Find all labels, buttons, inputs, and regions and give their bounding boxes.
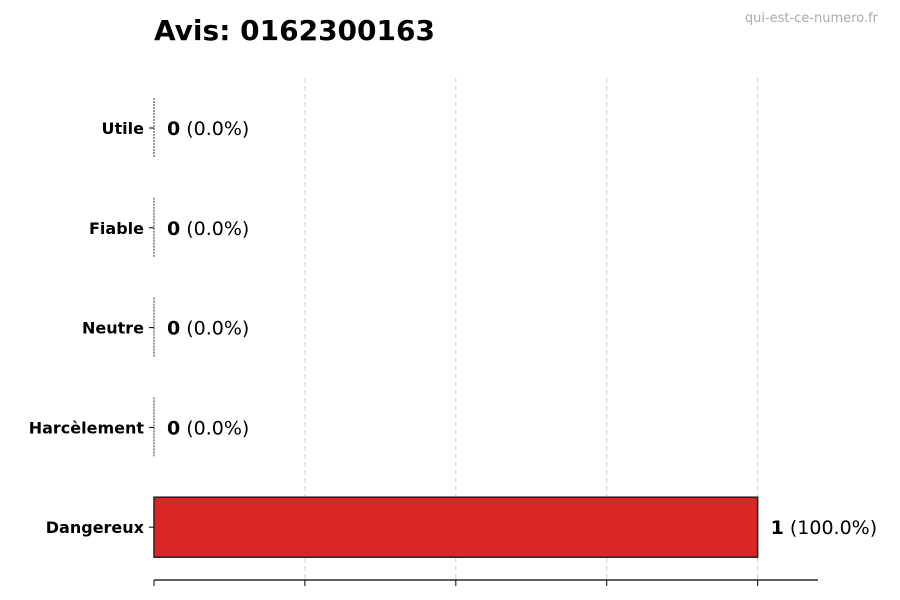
category-label: Fiable (89, 219, 144, 238)
value-label: 0 (0.0%) (167, 417, 249, 439)
category-label: Harcèlement (29, 418, 145, 437)
value-percent: (0.0%) (186, 318, 249, 340)
value-label: 0 (0.0%) (167, 118, 249, 140)
chart-title: Avis: 0162300163 (154, 14, 435, 47)
value-percent: (0.0%) (186, 118, 249, 140)
value-count: 0 (167, 118, 180, 140)
value-label: 1 (100.0%) (771, 517, 878, 539)
category-label: Neutre (82, 319, 144, 338)
value-count: 0 (167, 318, 180, 340)
value-count: 0 (167, 218, 180, 240)
value-percent: (0.0%) (186, 218, 249, 240)
bar-dangereux (153, 496, 759, 558)
value-label: 0 (0.0%) (167, 218, 249, 240)
category-label: Utile (102, 119, 145, 138)
watermark: qui-est-ce-numero.fr (745, 11, 879, 26)
value-label: 0 (0.0%) (167, 318, 249, 340)
value-count: 1 (771, 517, 784, 539)
value-percent: (0.0%) (186, 417, 249, 439)
category-label: Dangereux (46, 518, 145, 537)
value-percent: (100.0%) (790, 517, 877, 539)
value-count: 0 (167, 417, 180, 439)
